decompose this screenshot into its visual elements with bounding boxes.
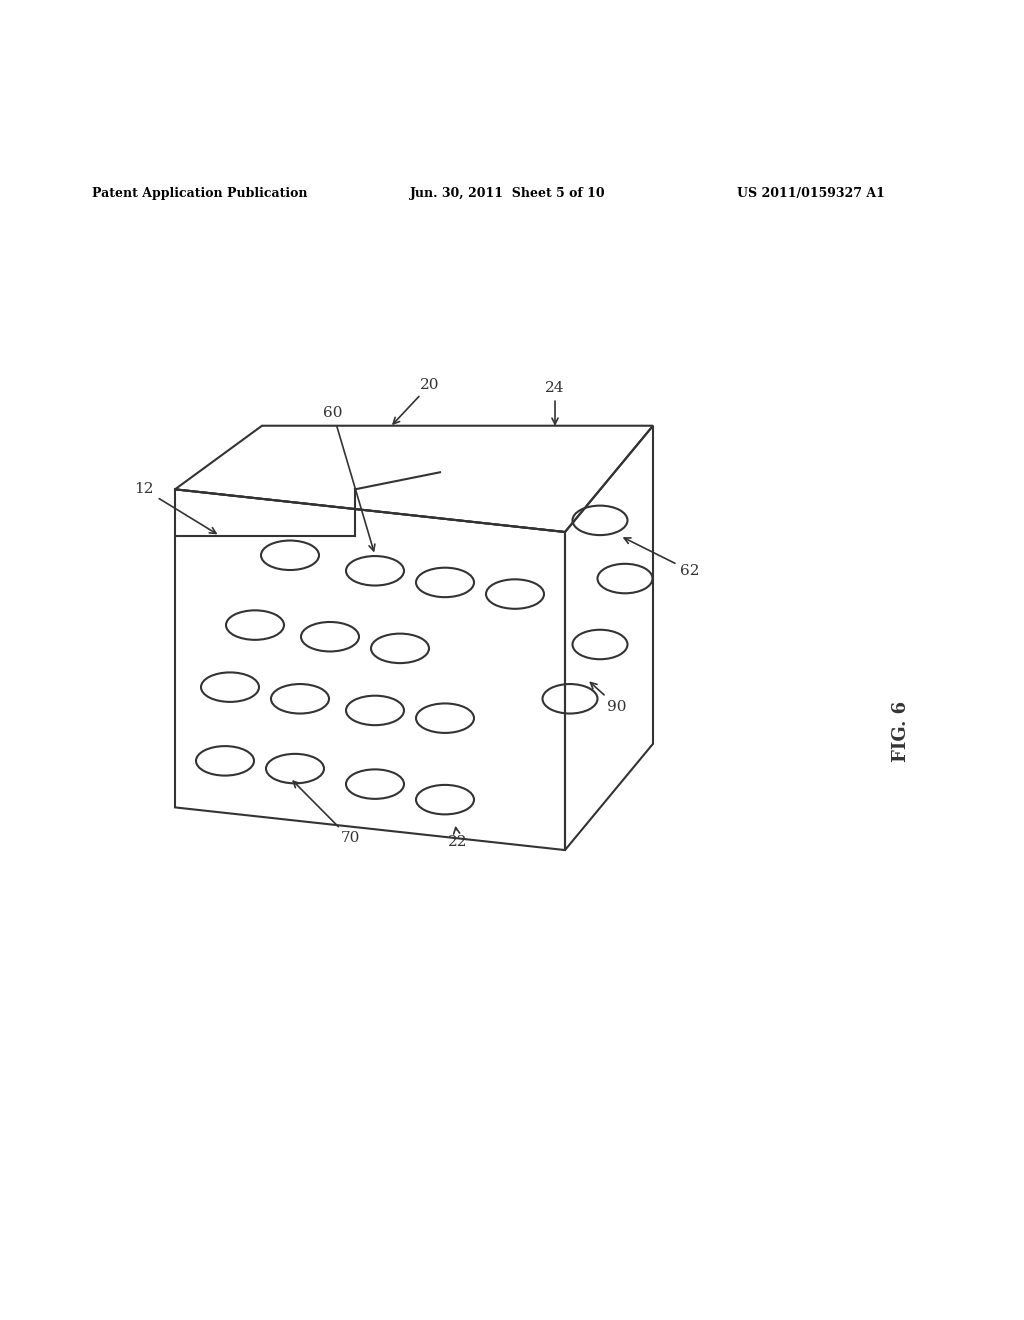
Text: 62: 62 — [625, 539, 699, 578]
Text: 70: 70 — [293, 781, 359, 845]
Text: Jun. 30, 2011  Sheet 5 of 10: Jun. 30, 2011 Sheet 5 of 10 — [410, 187, 605, 199]
Text: US 2011/0159327 A1: US 2011/0159327 A1 — [737, 187, 885, 199]
Text: Patent Application Publication: Patent Application Publication — [92, 187, 307, 199]
Text: 24: 24 — [545, 381, 565, 424]
Text: FIG. 6: FIG. 6 — [892, 701, 910, 762]
Text: 20: 20 — [393, 378, 439, 424]
Text: 12: 12 — [134, 483, 216, 533]
Text: 60: 60 — [324, 407, 375, 550]
Text: 90: 90 — [591, 682, 627, 714]
Text: 22: 22 — [449, 828, 468, 849]
